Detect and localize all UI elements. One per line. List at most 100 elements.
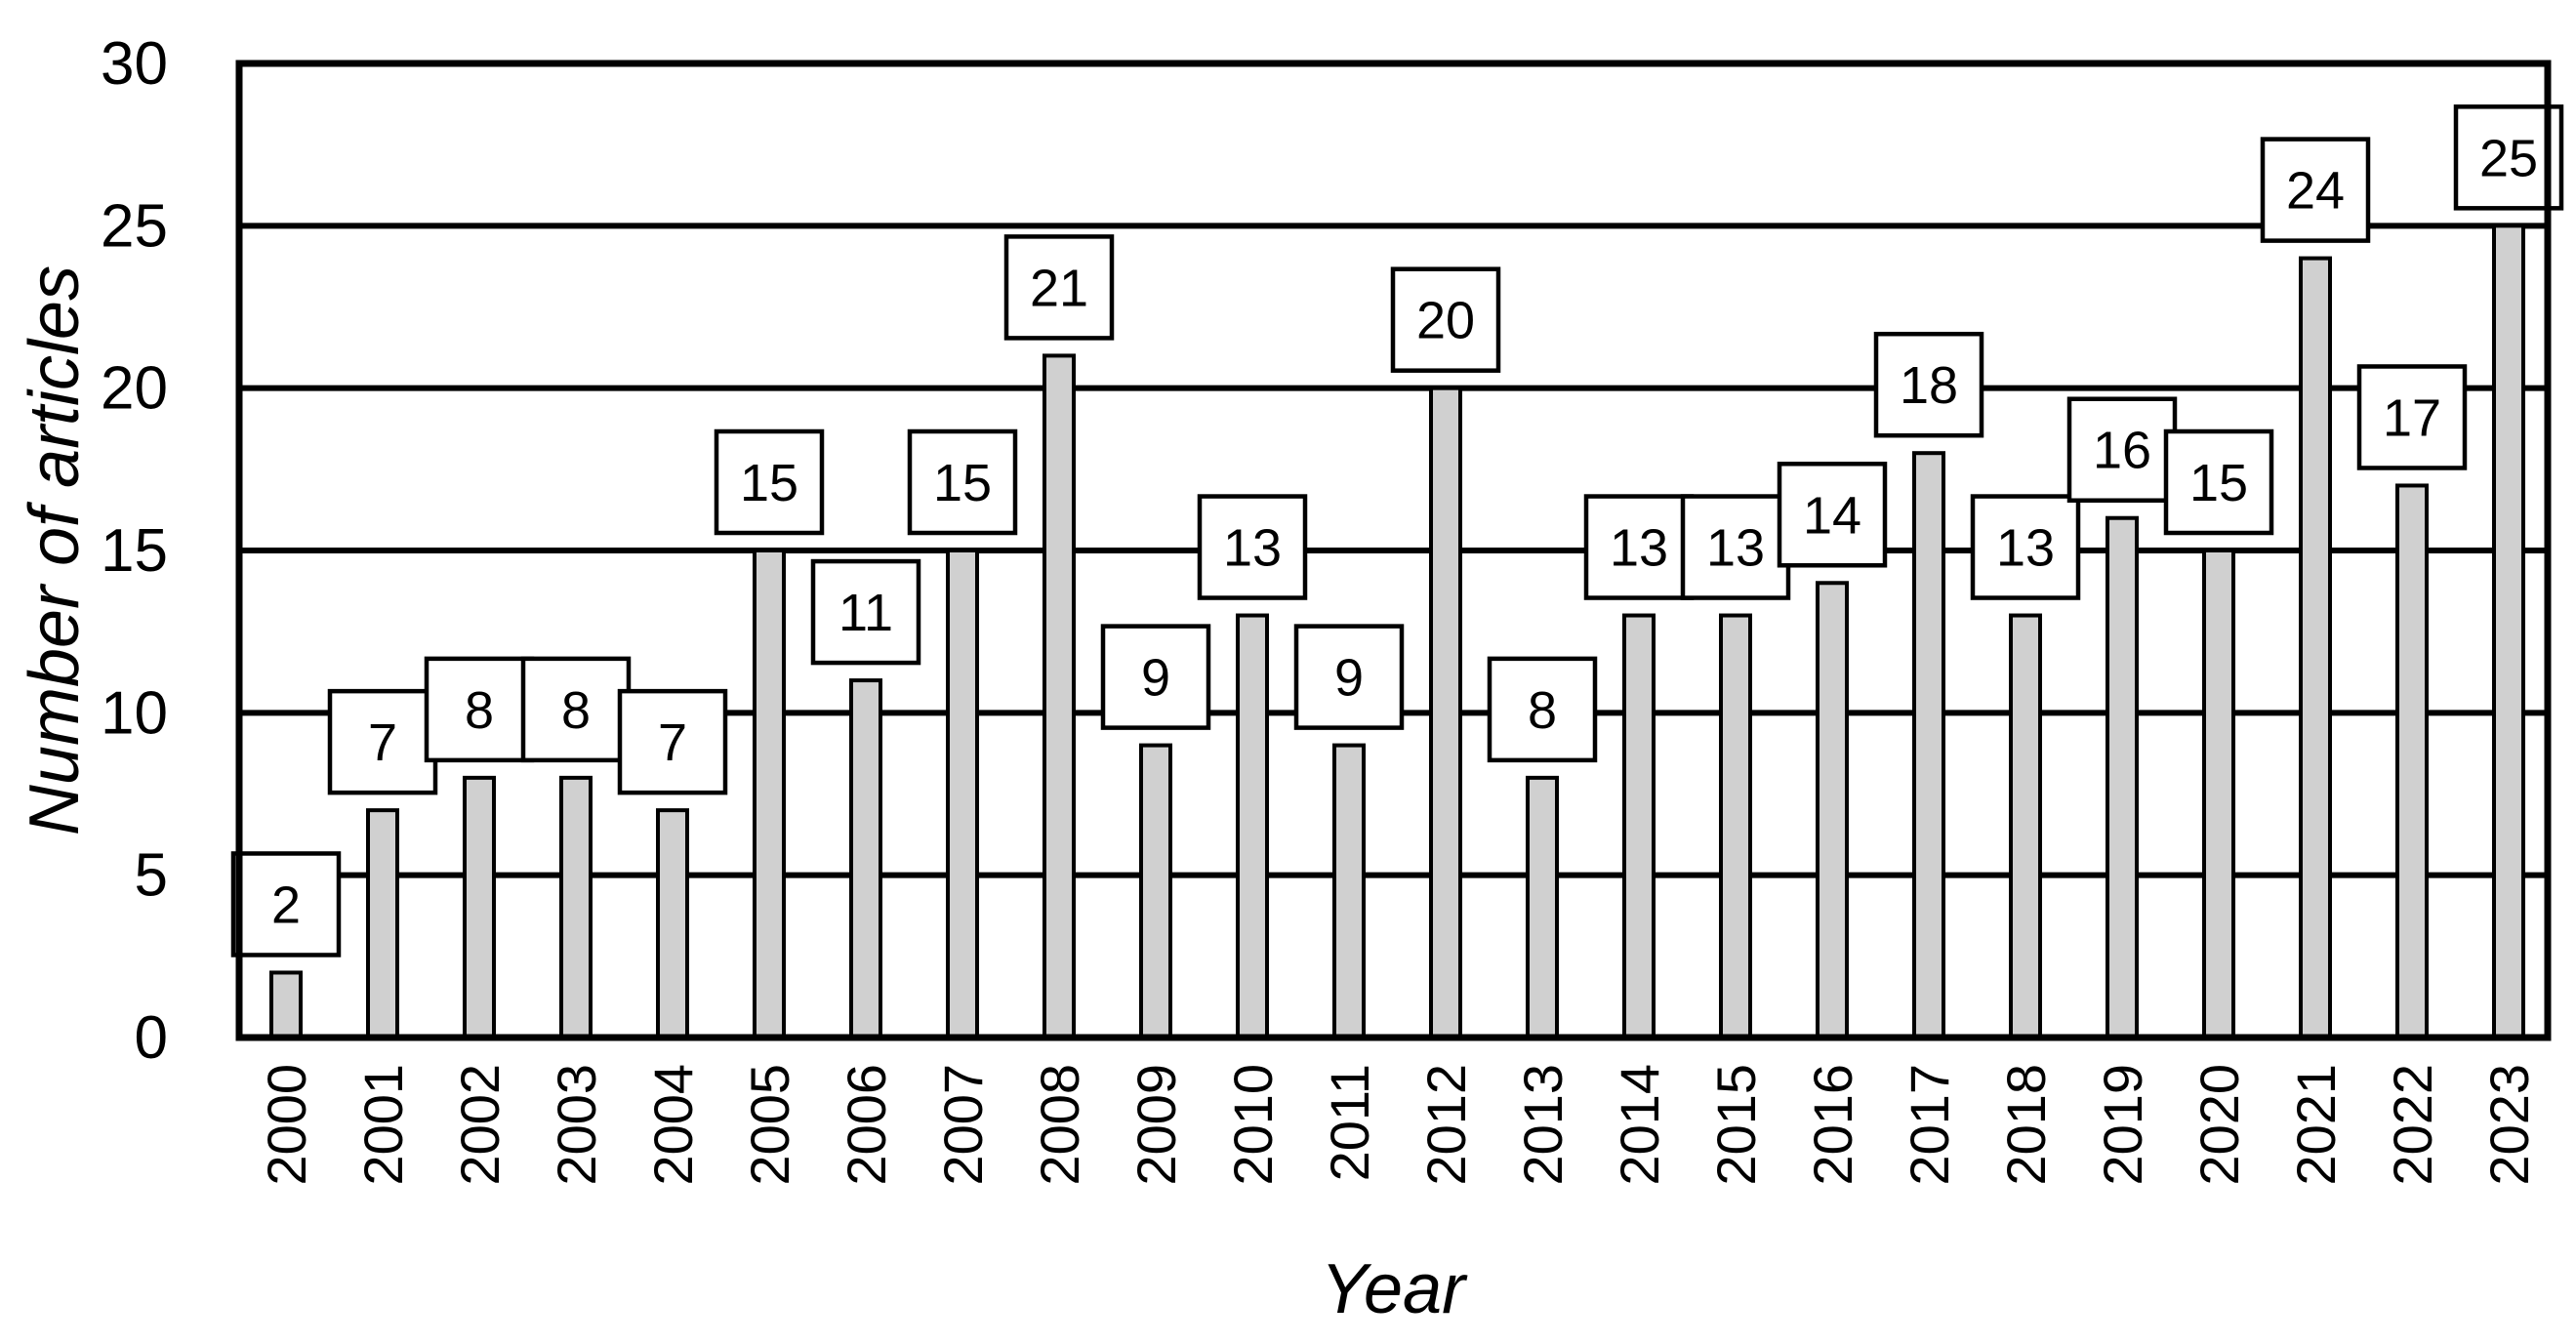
bar-2001: [366, 808, 399, 1040]
data-label-box: [2453, 104, 2564, 211]
data-label-box: [327, 688, 438, 795]
data-label-2003: 8: [520, 656, 632, 763]
x-tick-label: 2011: [1319, 1064, 1380, 1181]
data-label-box: [2066, 396, 2178, 503]
x-tick-label: 2013: [1512, 1064, 1574, 1186]
bar-2021: [2299, 256, 2332, 1040]
x-tick-label: 2021: [2285, 1064, 2347, 1186]
bar-2023: [2492, 224, 2525, 1040]
data-label-2009: 9: [1100, 624, 1211, 730]
data-label-value: 21: [1030, 259, 1088, 317]
data-label-2011: 9: [1293, 624, 1405, 730]
data-label-box: [2260, 137, 2371, 243]
data-label-2018: 13: [1970, 494, 2081, 600]
x-tick-label: 2006: [836, 1064, 897, 1186]
data-label-box: [1390, 266, 1501, 373]
plot-frame: [235, 60, 2552, 1041]
x-tick-label: 2022: [2382, 1064, 2443, 1186]
data-label-value: 8: [465, 681, 494, 740]
data-label-2002: 8: [424, 656, 535, 763]
data-label-box: [714, 428, 825, 536]
data-label-value: 8: [561, 681, 591, 740]
data-label-2021: 24: [2260, 137, 2371, 243]
data-label-2010: 13: [1197, 494, 1308, 600]
x-tick-label: 2023: [2478, 1064, 2540, 1186]
data-label-value: 20: [1416, 292, 1475, 350]
x-tick-label: 2014: [1609, 1064, 1670, 1186]
y-axis-ticks: 0 5 10 15 20 25 30: [101, 30, 168, 1072]
data-label-2019: 16: [2066, 396, 2178, 503]
data-labels: 2 7 8 8 7 15 11 15 21 9 13 9 20 8 13 13 14 18 13 16 15 24 17 25: [230, 104, 2564, 957]
data-label-box: [1487, 656, 1598, 763]
x-axis-ticks: 2000 2001 2002 2003 2004 2005 2006 2007 2008 2009…: [256, 1064, 2540, 1186]
x-tick-label: 2010: [1222, 1064, 1284, 1186]
data-label-2013: 8: [1487, 656, 1598, 763]
x-axis-title: Year: [1321, 1250, 1468, 1328]
bar-2015: [1719, 613, 1752, 1039]
data-label-2022: 17: [2356, 364, 2468, 470]
data-label-2012: 20: [1390, 266, 1501, 373]
data-label-box: [1293, 624, 1405, 730]
data-label-value: 16: [2093, 422, 2151, 480]
data-label-box: [1003, 234, 1115, 341]
bar-2008: [1043, 353, 1076, 1039]
data-label-value: 13: [1996, 519, 2055, 578]
data-label-box: [1873, 331, 1984, 438]
data-label-value: 13: [1610, 519, 1668, 578]
bars: [269, 224, 2525, 1040]
data-label-box: [1777, 462, 1888, 568]
data-label-value: 18: [1900, 356, 1958, 415]
y-tick-label: 25: [101, 192, 168, 260]
data-label-2017: 18: [1873, 331, 1984, 438]
x-tick-label: 2019: [2092, 1064, 2153, 1186]
y-tick-label: 15: [101, 517, 168, 585]
bar-2012: [1429, 386, 1462, 1039]
bar-2006: [849, 678, 882, 1039]
x-tick-label: 2007: [932, 1064, 994, 1186]
data-label-2008: 21: [1003, 234, 1115, 341]
y-tick-label: 5: [135, 842, 168, 910]
bar-2016: [1816, 581, 1849, 1039]
data-label-value: 15: [740, 454, 798, 512]
data-label-box: [424, 656, 535, 763]
bar-2018: [2009, 613, 2042, 1039]
data-label-box: [907, 428, 1018, 536]
data-label-box: [810, 558, 921, 666]
data-label-value: 14: [1803, 486, 1861, 545]
y-tick-label: 20: [101, 355, 168, 423]
x-tick-label: 2012: [1415, 1064, 1477, 1186]
data-label-2015: 13: [1680, 494, 1791, 600]
x-tick-label: 2018: [1995, 1064, 2057, 1186]
bar-2007: [946, 549, 979, 1039]
data-label-value: 7: [368, 713, 397, 772]
data-label-value: 24: [2286, 162, 2345, 221]
data-label-value: 8: [1528, 681, 1557, 740]
x-tick-label: 2017: [1899, 1064, 1960, 1186]
data-label-2006: 11: [810, 558, 921, 666]
bar-2020: [2202, 549, 2235, 1039]
bar-2010: [1236, 613, 1269, 1039]
bar-2005: [753, 549, 786, 1039]
data-label-2001: 7: [327, 688, 438, 795]
data-label-value: 7: [658, 713, 687, 772]
bar-2003: [559, 775, 593, 1039]
data-label-value: 11: [838, 584, 893, 642]
data-label-2020: 15: [2163, 428, 2274, 536]
x-tick-label: 2015: [1705, 1064, 1767, 1186]
data-label-value: 15: [2189, 454, 2248, 512]
data-label-value: 15: [933, 454, 992, 512]
data-label-box: [2356, 364, 2468, 470]
x-tick-label: 2000: [256, 1064, 317, 1186]
y-axis-title: Number of articles: [16, 265, 94, 835]
bar-2017: [1912, 451, 1945, 1039]
x-tick-label: 2003: [546, 1064, 607, 1186]
data-label-2004: 7: [617, 688, 728, 795]
bar-2022: [2395, 483, 2429, 1039]
data-label-box: [1100, 624, 1211, 730]
data-label-2000: 2: [230, 851, 342, 957]
data-label-2023: 25: [2453, 104, 2564, 211]
y-tick-label: 30: [101, 30, 168, 98]
bar-2013: [1526, 775, 1559, 1039]
bar-2011: [1332, 743, 1366, 1039]
